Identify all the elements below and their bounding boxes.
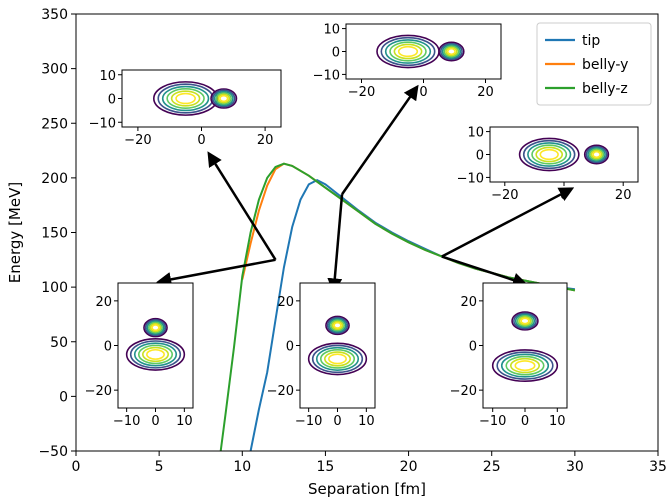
- inset-tick-label: 20: [477, 85, 494, 100]
- inset-tick-label: −10: [89, 116, 116, 131]
- annotation-arrow: [441, 187, 575, 258]
- legend-label: belly-z: [582, 81, 628, 97]
- inset-tick-label: −10: [113, 414, 140, 429]
- contour-fragment: [518, 137, 580, 172]
- x-tick-label: 0: [72, 459, 81, 475]
- y-tick-label: 200: [41, 171, 68, 187]
- contour-fragment: [325, 315, 350, 336]
- legend-label: tip: [582, 33, 600, 49]
- inset-wide-top-left: −20 0 20 10 0 −10: [89, 69, 282, 148]
- annotation-arrow: [207, 151, 277, 261]
- inset-tick-label: 0: [286, 340, 294, 355]
- inset-tick-label: 0: [332, 46, 340, 61]
- y-tick-label: −50: [38, 444, 68, 460]
- inset-tick-label: 20: [615, 188, 632, 203]
- x-tick-label: 20: [400, 459, 418, 475]
- inset-tick-label: 10: [549, 414, 566, 429]
- inset-tick-label: 0: [333, 414, 341, 429]
- inset-tick-label: 0: [108, 93, 116, 108]
- y-tick-label: 100: [41, 280, 68, 296]
- inset-tick-label: 10: [176, 414, 193, 429]
- contour-fragment: [210, 88, 238, 109]
- inset-tick-label: 20: [95, 295, 112, 310]
- inset-tick-label: 10: [467, 126, 484, 141]
- x-tick-label: 30: [566, 459, 584, 475]
- annotation-arrow: [341, 84, 419, 195]
- contour-fragment: [511, 311, 539, 331]
- y-tick-label: 250: [41, 116, 68, 132]
- contour-fragment: [438, 41, 465, 62]
- inset-tick-label: 10: [358, 414, 375, 429]
- inset-tall-center: −10 0 10 20 0 −20: [267, 282, 376, 429]
- x-tick-label: 15: [317, 459, 335, 475]
- x-tick-label: 5: [155, 459, 164, 475]
- y-tick-label: 150: [41, 226, 68, 242]
- inset-tick-label: −10: [295, 414, 322, 429]
- inset-tick-label: 20: [277, 295, 294, 310]
- inset-tick-label: 0: [197, 133, 205, 148]
- inset-tick-label: −20: [124, 133, 151, 148]
- x-axis-label: Separation [fm]: [308, 480, 426, 498]
- inset-tick-label: 20: [257, 133, 274, 148]
- x-tick-label: 35: [649, 459, 667, 475]
- y-tick-label: 50: [50, 335, 68, 351]
- inset-tick-label: −20: [450, 384, 477, 399]
- legend-label: belly-y: [582, 57, 628, 73]
- inset-wide-top-center: −20 0 20 10 0 −10: [313, 23, 502, 100]
- inset-tick-label: 10: [323, 23, 340, 38]
- inset-tick-label: 0: [469, 340, 477, 355]
- inset-tick-label: −20: [267, 384, 294, 399]
- contour-fragment: [125, 338, 186, 371]
- inset-tick-label: −10: [313, 68, 340, 83]
- inset-wide-right: −20 0 20 10 0 −10: [457, 126, 639, 203]
- inset-tick-label: −20: [85, 384, 112, 399]
- annotation-arrow: [441, 255, 528, 288]
- inset-tick-label: −20: [348, 85, 375, 100]
- inset-tall-left: −10 0 10 20 0 −20: [85, 282, 194, 429]
- y-tick-label: 0: [59, 389, 68, 405]
- inset-tick-label: 20: [460, 295, 477, 310]
- y-axis-label: Energy [MeV]: [6, 182, 24, 283]
- inset-tick-label: 0: [476, 149, 484, 164]
- inset-tick-label: −10: [457, 171, 484, 186]
- inset-tick-label: 0: [521, 414, 529, 429]
- x-tick-label: 25: [483, 459, 501, 475]
- legend: tip belly-y belly-z: [536, 22, 652, 106]
- inset-tick-label: 0: [419, 85, 427, 100]
- y-tick-label: 300: [41, 62, 68, 78]
- annotation-arrow: [156, 258, 276, 287]
- inset-tick-label: 10: [99, 69, 116, 84]
- inset-tick-label: −20: [491, 188, 518, 203]
- y-tick-label: 350: [41, 7, 68, 23]
- inset-tick-label: 0: [104, 340, 112, 355]
- inset-tick-label: 0: [560, 188, 568, 203]
- inset-tick-label: −10: [479, 414, 506, 429]
- contour-fragment: [583, 144, 610, 165]
- contour-fragment: [307, 342, 368, 376]
- inset-tick-label: 0: [151, 414, 159, 429]
- x-tick-label: 10: [233, 459, 251, 475]
- contour-fragment: [491, 349, 559, 383]
- contour-fragment: [143, 317, 168, 338]
- annotation-arrow: [327, 194, 344, 294]
- inset-tall-right: −10 0 10 20 0 −20: [450, 282, 568, 429]
